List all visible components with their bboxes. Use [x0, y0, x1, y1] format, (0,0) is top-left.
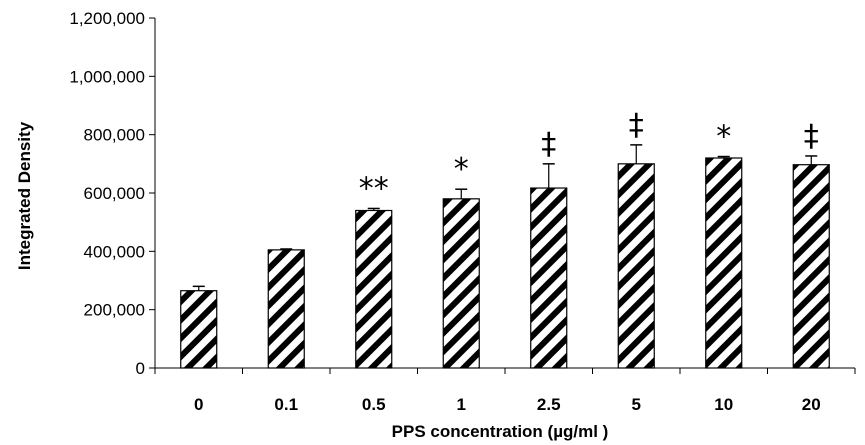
x-tick-label: 5 [632, 395, 641, 414]
x-tick-label: 0.5 [362, 395, 386, 414]
bar [442, 198, 480, 369]
significance-markers: ***‡‡ * ‡ [359, 108, 819, 207]
y-tick-label: 1,200,000 [69, 9, 145, 28]
significance-marker: ‡ [541, 127, 556, 162]
x-axis: 0 0.1 0.5 1 2.5 5 10 20 [154, 367, 856, 414]
y-axis: 0 200,000 400,000 600,000 800,000 1,000,000 1,… [69, 9, 156, 378]
x-axis-title: PPS concentration (µg/ml ) [392, 422, 609, 441]
x-tick-label: 10 [714, 395, 733, 414]
y-tick-label: 800,000 [84, 126, 145, 145]
bar [180, 290, 218, 369]
significance-marker: ‡ [804, 119, 819, 154]
y-tick-label: 200,000 [84, 301, 145, 320]
x-tick-label: 0 [194, 395, 203, 414]
x-tick-label: 2.5 [537, 395, 561, 414]
bar [355, 209, 393, 369]
bar [267, 249, 305, 369]
x-tick-label: 0.1 [274, 395, 298, 414]
y-tick-label: 0 [136, 359, 145, 378]
y-tick-label: 1,000,000 [69, 67, 145, 86]
significance-marker: ** [359, 171, 389, 206]
x-tick-label: 20 [802, 395, 821, 414]
bar-series [180, 157, 830, 369]
error-bars [192, 144, 818, 291]
bar [792, 164, 830, 369]
significance-marker: * [716, 120, 731, 155]
x-tick-label: 1 [457, 395, 466, 414]
bar [530, 187, 568, 369]
significance-marker: ‡ [629, 108, 644, 143]
bar [617, 163, 655, 369]
bar [705, 157, 743, 369]
significance-marker: * [454, 152, 469, 187]
y-tick-label: 400,000 [84, 242, 145, 261]
y-tick-label: 600,000 [84, 184, 145, 203]
y-axis-title: Integrated Density [15, 121, 34, 270]
